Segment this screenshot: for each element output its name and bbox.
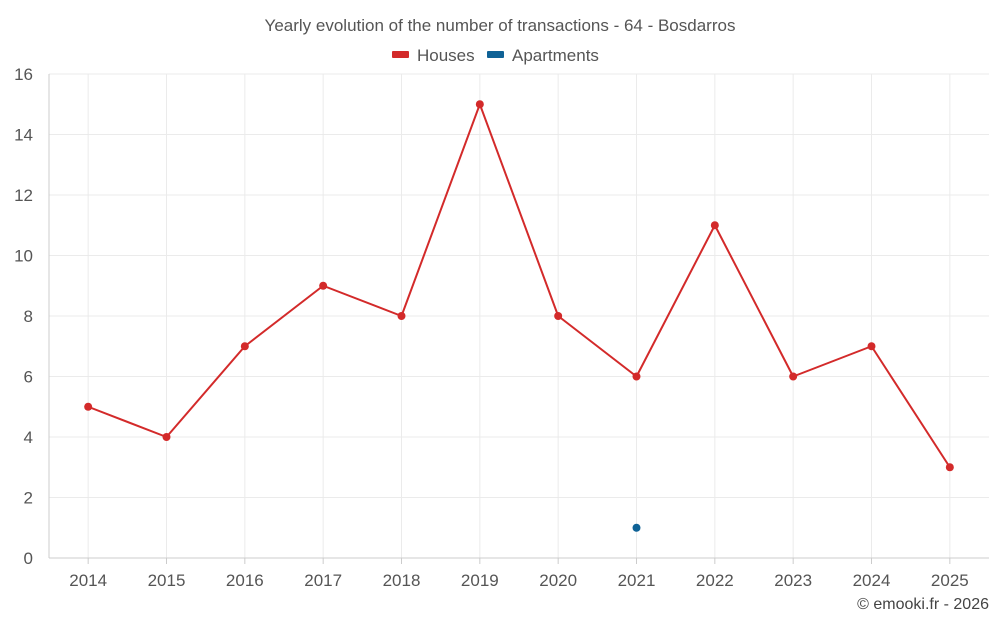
x-tick-label: 2017: [304, 571, 342, 590]
x-tick-label: 2018: [383, 571, 421, 590]
legend-label-apartments: Apartments: [512, 46, 599, 65]
x-tick-label: 2016: [226, 571, 264, 590]
data-point-houses[interactable]: [475, 100, 484, 109]
legend-item-apartments[interactable]: Apartments: [487, 46, 599, 65]
legend: Houses Apartments: [392, 46, 599, 65]
data-point-houses[interactable]: [945, 463, 954, 472]
x-tick-label: 2025: [931, 571, 969, 590]
x-tick-label: 2024: [853, 571, 891, 590]
x-tick-label: 2019: [461, 571, 499, 590]
data-point-houses[interactable]: [84, 402, 93, 411]
y-tick-label: 10: [14, 247, 33, 266]
y-tick-label: 8: [24, 307, 33, 326]
y-tick-label: 14: [14, 126, 33, 145]
credit-text: © emooki.fr - 2026: [857, 596, 989, 613]
data-point-houses[interactable]: [319, 281, 328, 290]
grid: [49, 73, 989, 558]
y-tick-label: 12: [14, 186, 33, 205]
data-point-houses[interactable]: [554, 312, 563, 320]
x-tick-label: 2020: [539, 571, 577, 590]
legend-swatch-houses: [392, 51, 409, 58]
data-point-houses[interactable]: [162, 433, 171, 441]
y-tick-label: 4: [24, 428, 33, 447]
x-tick-label: 2022: [696, 571, 734, 590]
data-point-houses[interactable]: [397, 312, 406, 320]
y-tick-label: 2: [24, 489, 33, 508]
series-line-houses: [87, 103, 951, 468]
y-tick-label: 0: [24, 549, 33, 568]
data-point-apartments[interactable]: [632, 523, 641, 532]
plot-area: [84, 100, 954, 532]
x-tick-label: 2014: [69, 571, 107, 590]
x-tick-label: 2015: [148, 571, 186, 590]
legend-swatch-apartments: [487, 51, 504, 58]
x-tick-label: 2023: [774, 571, 812, 590]
y-axis: 0 2 4 6 8 10 12 14 16: [14, 65, 50, 568]
chart-title: Yearly evolution of the number of transa…: [265, 16, 736, 35]
legend-item-houses[interactable]: Houses: [392, 46, 475, 65]
data-point-houses[interactable]: [867, 342, 876, 351]
x-axis: 2014 2015 2016 2017 2018 2019 2020 2021 2022 2023…: [49, 557, 989, 590]
data-point-houses[interactable]: [240, 342, 249, 351]
x-tick-label: 2021: [618, 571, 656, 590]
data-point-houses[interactable]: [789, 372, 798, 381]
y-tick-label: 6: [24, 368, 33, 387]
data-point-houses[interactable]: [710, 221, 719, 230]
legend-label-houses: Houses: [417, 46, 475, 65]
data-point-houses[interactable]: [632, 372, 641, 381]
y-tick-label: 16: [14, 65, 33, 84]
